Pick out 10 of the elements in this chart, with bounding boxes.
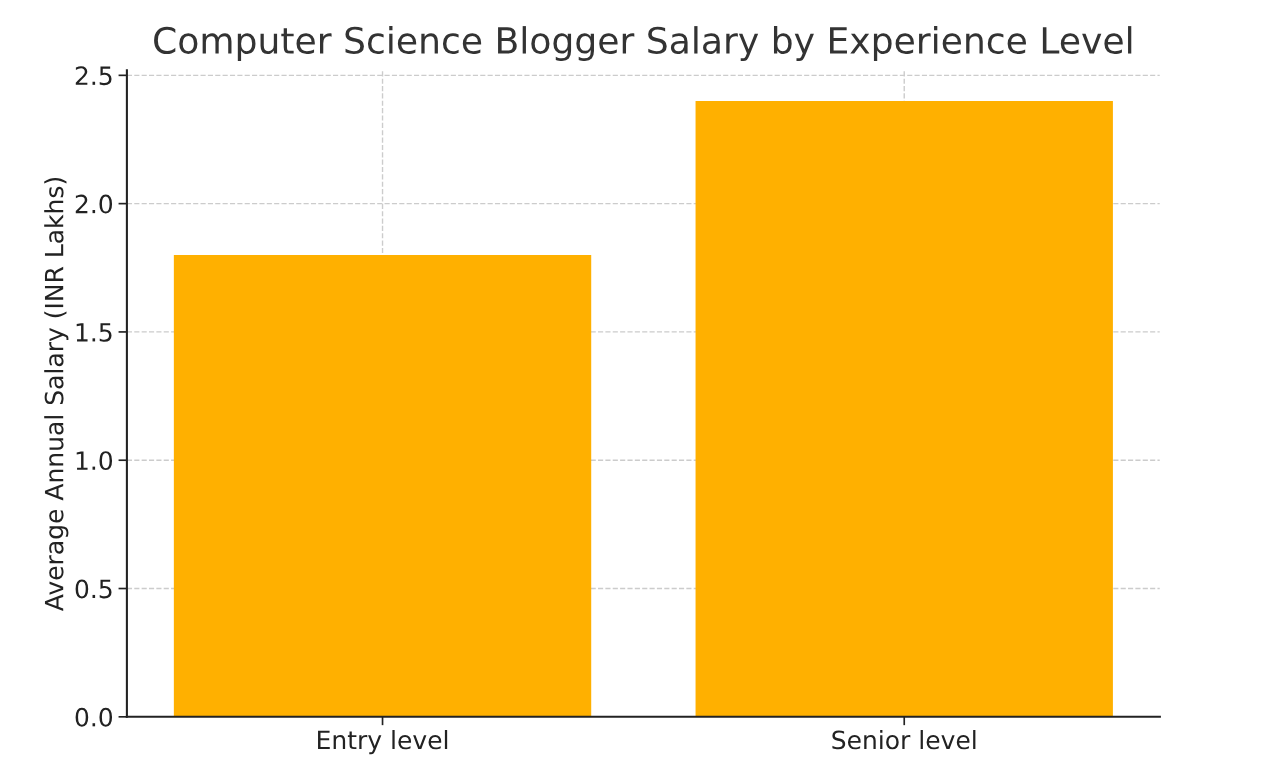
x-tick-label: Entry level [318,730,448,755]
y-axis-title: Average Annual Salary (INR Lakhs) [44,177,69,612]
y-tick-label: 0.5 [75,579,112,599]
x-tick-label: Senior level [832,730,976,750]
chart-title: Computer Science Blogger Salary by Experience Level [154,26,1132,62]
y-tick-label: 1.5 [76,323,112,342]
y-tick-label: 1.0 [76,451,113,471]
y-tick-label: 0.0 [75,707,113,727]
y-tick-label: 2.5 [75,66,112,86]
y-tick-label: 2.0 [75,194,113,214]
